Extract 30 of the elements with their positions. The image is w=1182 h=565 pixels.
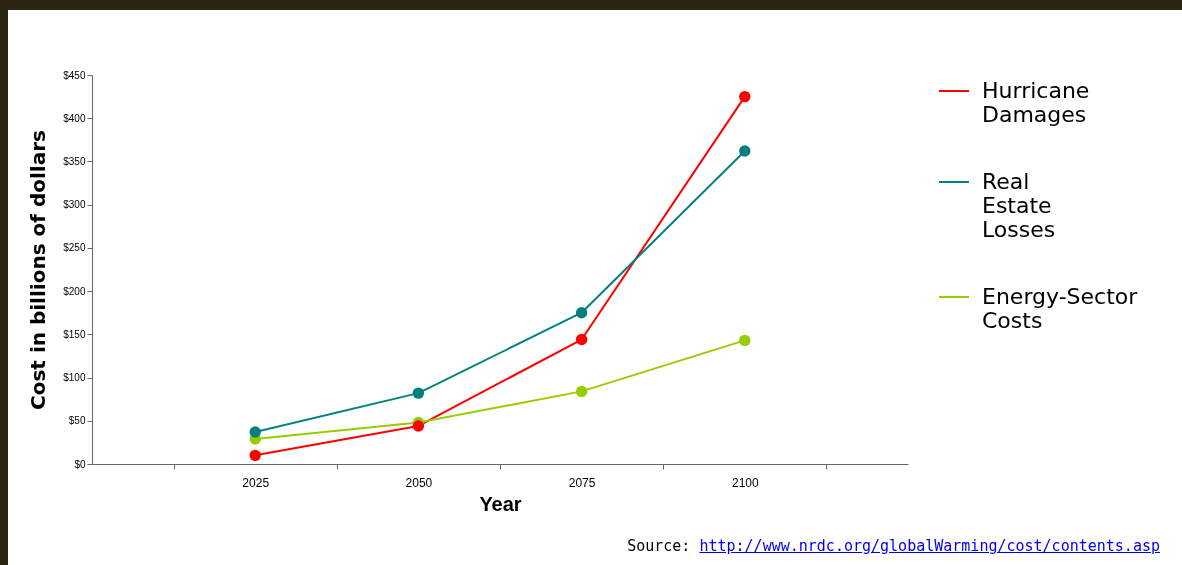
x-tick-label: 2025 [242,475,270,490]
y-axis-title: Cost in billions of dollars [26,130,51,410]
source-note: Source: http://www.nrdc.org/globalWarming/cost/contents.asp [627,537,1160,555]
y-tick-label: $400 [63,112,86,124]
point [739,145,751,157]
point [575,333,588,346]
y-tick-label: $350 [63,155,86,167]
x-axis-title: Year [479,492,522,515]
y-tick-label: $250 [63,242,86,254]
point [739,90,751,103]
point [739,334,751,347]
y-tick-label: $0 [74,458,86,470]
legend-label: Energy-Sector Costs [982,284,1139,333]
legend-label: Real Estate Losses [982,169,1056,242]
y-tick-label: $100 [63,372,86,384]
y-tick-label: $300 [63,199,86,211]
point [249,449,261,462]
y-tick-label: $450 [63,69,86,81]
y-tick-label: $50 [68,415,86,427]
point [575,385,588,398]
x-tick-label: 2050 [405,475,433,490]
point [412,387,425,399]
x-tick-label: 2100 [731,475,759,490]
y-tick-label: $150 [63,328,86,340]
y-tick-label: $200 [63,285,86,297]
x-tick-label: 2075 [568,475,596,490]
point [412,420,425,432]
legend-label: Hurricane Damages [982,78,1090,127]
point [575,307,588,319]
point [249,426,261,438]
